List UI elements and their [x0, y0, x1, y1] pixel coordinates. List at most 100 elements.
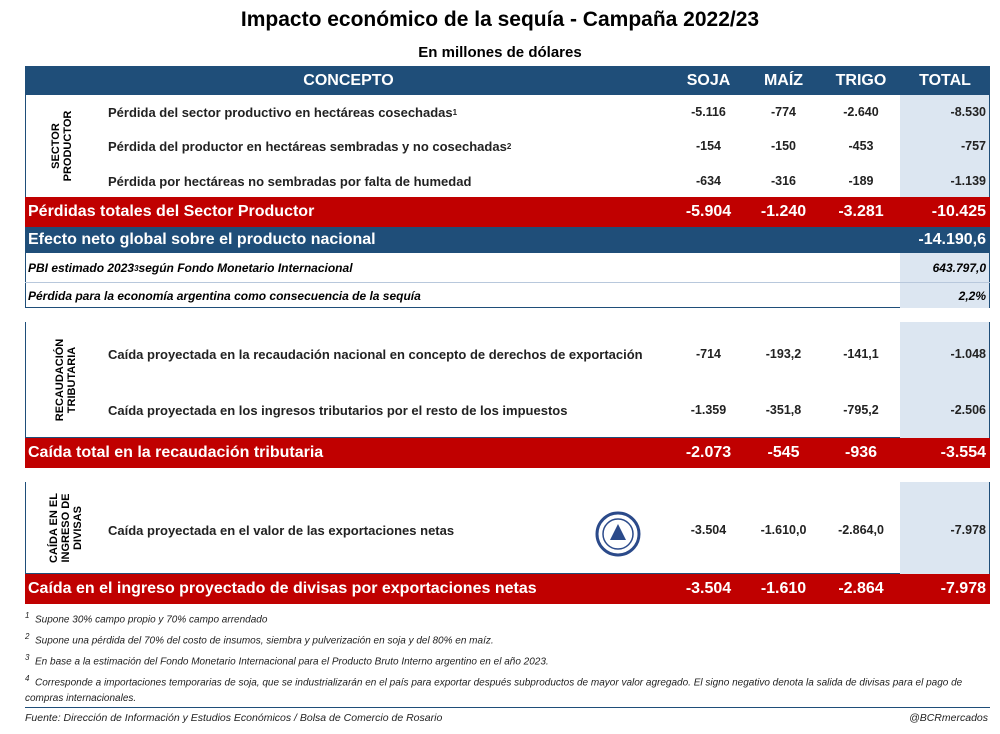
text: según Fondo Monetario Internacional — [138, 261, 353, 275]
text: Caída proyectada en el valor de las expo… — [108, 522, 455, 538]
section-label-line: CAÍDA EN EL — [48, 493, 60, 563]
row-concept: Caída proyectada en el valor de las expo… — [108, 518, 668, 542]
row-value: -453 — [848, 139, 874, 153]
handle: @BCRmercados — [909, 712, 988, 724]
text: Corresponde a importaciones temporarias … — [25, 677, 963, 705]
footnote: 1 Supone 30% campo propio y 70% campo ar… — [25, 608, 975, 628]
total-row — [25, 197, 990, 227]
total-value: -3.554 — [940, 444, 986, 461]
section-label: SECTOR PRODUCTOR — [42, 86, 82, 206]
section-box — [25, 482, 990, 574]
text: En base a la estimación del Fondo Moneta… — [35, 656, 549, 668]
net-concept: Efecto neto global sobre el producto nac… — [28, 231, 376, 248]
header-cell: SOJA — [686, 71, 731, 89]
footnote-mark: 4 — [25, 674, 30, 683]
total-value: -3.281 — [838, 203, 884, 220]
row-value: -3.504 — [690, 523, 727, 537]
section-label-line: INGRESO DE — [60, 493, 72, 563]
section-label-line: SECTOR — [50, 123, 62, 169]
divider — [25, 282, 990, 283]
row-value: -774 — [770, 105, 797, 119]
row-concept: Pérdida por hectáreas no sembradas por f… — [108, 169, 668, 193]
row-value: -1.139 — [950, 174, 986, 188]
row-value: -5.116 — [691, 105, 726, 119]
total-concept: Pérdidas totales del Sector Productor — [28, 203, 315, 220]
footnote: 4 Corresponde a importaciones temporaria… — [25, 671, 975, 707]
text: Caída proyectada en los ingresos tributa… — [108, 402, 568, 418]
text: Supone 30% campo propio y 70% campo arre… — [35, 614, 268, 626]
row-value: -1.048 — [950, 347, 986, 361]
header-cell: CONCEPTO — [303, 71, 394, 89]
footnote: 2 Supone una pérdida del 70% del costo d… — [25, 629, 975, 649]
row-value: -316 — [770, 174, 797, 188]
header-cell: MAÍZ — [763, 71, 804, 89]
section-label-line: PRODUCTOR — [62, 110, 74, 182]
row-value: -2.506 — [950, 403, 986, 417]
source-line — [25, 707, 990, 708]
row-value: -8.530 — [950, 105, 986, 119]
row-value: -2.640 — [843, 105, 879, 119]
gdp-concept: PBI estimado 2023 3 según Fondo Monetario… — [28, 255, 668, 281]
row-value: -795,2 — [843, 403, 879, 417]
row-value: -2.864,0 — [838, 523, 884, 537]
footnote-mark: 2 — [25, 632, 30, 641]
total-value: -3.504 — [685, 580, 732, 597]
row-concept: Pérdida del sector productivo en hectáre… — [108, 100, 668, 124]
total-value: -545 — [767, 444, 800, 461]
text: Pérdida del productor en hectáreas sembr… — [108, 138, 507, 154]
text: Supone una pérdida del 70% del costo de … — [35, 635, 494, 647]
row-concept: Caída proyectada en la recaudación nacio… — [108, 342, 668, 366]
gdp-value: 643.797,0 — [932, 261, 986, 275]
text: Pérdida del sector productivo en hectáre… — [108, 104, 453, 120]
total-value: -936 — [844, 444, 878, 461]
total-row — [25, 438, 990, 468]
row-value: -634 — [695, 174, 722, 188]
total-concept: Caída en el ingreso proyectado de divisa… — [28, 580, 537, 597]
footnote-mark: 3 — [25, 653, 30, 662]
row-concept: Caída proyectada en los ingresos tributa… — [108, 398, 668, 422]
loss-value: 2,2% — [958, 288, 986, 303]
text: PBI estimado 2023 — [28, 261, 135, 275]
net-row — [25, 227, 990, 253]
row-value: -141,1 — [843, 347, 879, 361]
section-label: RECAUDACIÓN TRIBUTARIA — [46, 320, 86, 440]
total-row — [25, 574, 990, 604]
text: Caída proyectada en la recaudación nacio… — [108, 346, 643, 362]
header-cell: TRIGO — [835, 71, 887, 89]
source: Fuente: Dirección de Información y Estud… — [25, 712, 443, 724]
footnote-ref: 3 — [134, 263, 139, 273]
loss-concept: Pérdida para la economía argentina como … — [28, 288, 421, 303]
header-row — [25, 66, 990, 95]
section-label-line: TRIBUTARIA — [66, 346, 78, 414]
total-column — [900, 322, 989, 438]
total-concept: Caída total en la recaudación tributaria — [28, 444, 324, 461]
total-value: -7.978 — [940, 580, 986, 597]
total-value: -1.240 — [760, 203, 807, 220]
text: Pérdida por hectáreas no sembradas por f… — [108, 173, 472, 189]
section-label: CAÍDA EN EL INGRESO DE DIVISAS — [46, 468, 86, 588]
section-label-line: DIVISAS — [72, 506, 84, 551]
total-value: -5.904 — [685, 203, 732, 220]
row-value: -1.610,0 — [760, 523, 807, 537]
logo — [595, 511, 641, 557]
subtitle: En millones de dólares — [418, 44, 582, 61]
row-value: -714 — [695, 347, 722, 361]
section-box — [25, 322, 990, 438]
net-value: -14.190,6 — [918, 231, 986, 248]
row-value: -7.978 — [950, 523, 986, 537]
row-value: -351,8 — [765, 403, 802, 417]
footnote-mark: 1 — [25, 611, 30, 620]
row-value: -757 — [960, 139, 986, 153]
row-value: -150 — [770, 139, 797, 153]
row-concept: Pérdida del productor en hectáreas sembr… — [108, 134, 668, 158]
footnote-ref: 2 — [506, 141, 512, 151]
title: Impacto económico de la sequía - Campaña… — [240, 8, 760, 31]
total-value: -2.073 — [685, 444, 732, 461]
row-value: -1.359 — [690, 403, 727, 417]
footnote-ref: 1 — [452, 107, 458, 117]
row-value: -189 — [848, 174, 874, 188]
section-label-line: RECAUDACIÓN — [54, 338, 66, 422]
footnote: 3 En base a la estimación del Fondo Mone… — [25, 650, 975, 670]
row-value: -154 — [695, 139, 722, 153]
